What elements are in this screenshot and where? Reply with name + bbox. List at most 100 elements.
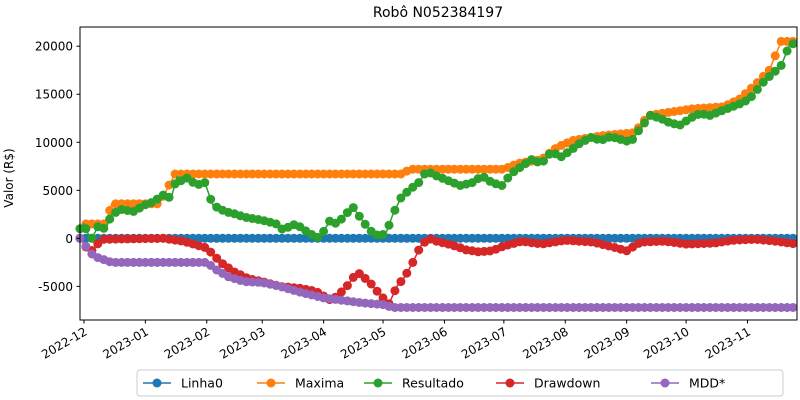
series-point-resultado — [503, 173, 513, 183]
series-point-drawdown — [206, 247, 216, 257]
legend-marker — [266, 378, 276, 388]
y-tick-label: 0 — [65, 232, 73, 246]
series-point-resultado — [390, 205, 400, 215]
legend-marker — [373, 378, 383, 388]
series-point-resultado — [378, 230, 388, 239]
series-line-mdd — [79, 237, 797, 309]
series-point-mdd — [81, 241, 91, 251]
series-resultado — [75, 39, 798, 243]
legend-marker — [505, 378, 515, 388]
plot-frame — [79, 26, 798, 321]
series-point-resultado — [628, 134, 638, 144]
series-point-drawdown — [788, 239, 798, 249]
y-tick-label: 15000 — [35, 88, 73, 102]
series-point-drawdown — [396, 277, 406, 287]
plot-series — [75, 36, 798, 312]
series-point-resultado — [764, 72, 774, 81]
legend-item-mdd: MDD* — [651, 376, 725, 391]
x-tick-label: 2023-10 — [641, 324, 691, 361]
series-point-resultado — [87, 233, 97, 243]
legend-label: Linha0 — [181, 376, 223, 391]
series-point-resultado — [164, 192, 174, 202]
series-point-resultado — [396, 193, 406, 203]
y-tick-label: -5000 — [38, 280, 73, 294]
series-point-resultado — [402, 187, 412, 197]
legend-item-linha0: Linha0 — [143, 376, 223, 391]
x-tick-label: 2023-03 — [217, 324, 267, 361]
series-point-resultado — [200, 178, 210, 188]
legend-item-drawdown: Drawdown — [496, 376, 600, 391]
x-tick-label: 2023-04 — [279, 324, 329, 361]
x-axis-ticks: 2022-12 2023-01 2023-02 2023-03 2023-04 2023-… — [39, 320, 753, 362]
series-point-resultado — [634, 126, 643, 136]
series-point-resultado — [746, 92, 756, 102]
legend-label: MDD* — [689, 376, 725, 391]
series-point-resultado — [105, 214, 115, 224]
series-point-resultado — [313, 232, 323, 242]
y-axis-label: Valor (R$) — [2, 148, 16, 207]
series-point-resultado — [782, 46, 792, 56]
y-tick-label: 10000 — [35, 136, 73, 150]
series-point-resultado — [336, 214, 346, 224]
x-tick-label: 2023-06 — [399, 324, 449, 361]
x-tick-label: 2023-07 — [459, 324, 509, 361]
series-point-drawdown — [402, 268, 412, 278]
x-tick-label: 2023-02 — [162, 324, 212, 361]
series-point-resultado — [776, 60, 786, 70]
series-point-resultado — [206, 194, 216, 204]
legend-label: Drawdown — [534, 376, 600, 391]
x-tick-label: 2023-01 — [100, 324, 150, 361]
series-point-drawdown — [408, 257, 418, 267]
legend: Linha0 Maxima Resultado Drawdown MDD* — [136, 369, 784, 397]
y-tick-label: 5000 — [42, 184, 73, 198]
series-drawdown — [75, 233, 798, 309]
series-point-drawdown — [372, 286, 382, 296]
series-point-resultado — [360, 219, 370, 229]
x-tick-label: 2022-12 — [39, 324, 89, 361]
series-point-resultado — [788, 39, 798, 49]
series-point-resultado — [348, 203, 358, 213]
series-point-resultado — [414, 178, 424, 188]
series-line-drawdown — [79, 237, 798, 305]
series-point-resultado — [758, 77, 768, 87]
series-line-resultado — [79, 40, 798, 240]
y-tick-label: 20000 — [35, 40, 73, 54]
series-mdd — [75, 233, 798, 312]
legend-label: Resultado — [402, 376, 464, 391]
x-tick-label: 2023-08 — [520, 324, 570, 361]
x-tick-label: 2023-11 — [703, 324, 753, 361]
series-point-mdd — [788, 303, 798, 312]
legend-item-maxima: Maxima — [257, 376, 344, 391]
series-point-resultado — [99, 223, 109, 233]
series-point-resultado — [384, 220, 394, 230]
legend-marker — [152, 378, 162, 388]
series-maxima — [75, 36, 798, 234]
series-point-drawdown — [366, 279, 376, 289]
series-line-maxima — [79, 40, 797, 230]
series-point-resultado — [81, 224, 91, 234]
series-point-drawdown — [336, 287, 346, 297]
series-point-maxima — [770, 51, 780, 61]
series-point-resultado — [770, 66, 780, 76]
series-point-resultado — [497, 181, 507, 190]
legend-marker — [660, 378, 670, 388]
series-point-drawdown — [212, 253, 222, 263]
series-point-resultado — [354, 211, 364, 221]
series-point-drawdown — [414, 245, 424, 255]
series-point-drawdown — [360, 273, 370, 283]
series-point-drawdown — [378, 293, 388, 303]
series-point-resultado — [342, 208, 352, 218]
x-tick-label: 2023-05 — [338, 324, 388, 361]
series-point-drawdown — [390, 286, 400, 296]
legend-frame — [136, 369, 784, 397]
chart-title: Robô N052384197 — [373, 5, 503, 21]
series-point-resultado — [640, 118, 649, 128]
series-point-drawdown — [342, 281, 352, 291]
series-point-resultado — [752, 84, 762, 94]
legend-label: Maxima — [295, 376, 344, 391]
series-point-resultado — [319, 226, 329, 236]
legend-item-resultado: Resultado — [364, 376, 464, 391]
y-axis-ticks: -5000 0 5000 10000 15000 20000 — [35, 40, 80, 294]
x-tick-label: 2023-09 — [582, 324, 632, 361]
